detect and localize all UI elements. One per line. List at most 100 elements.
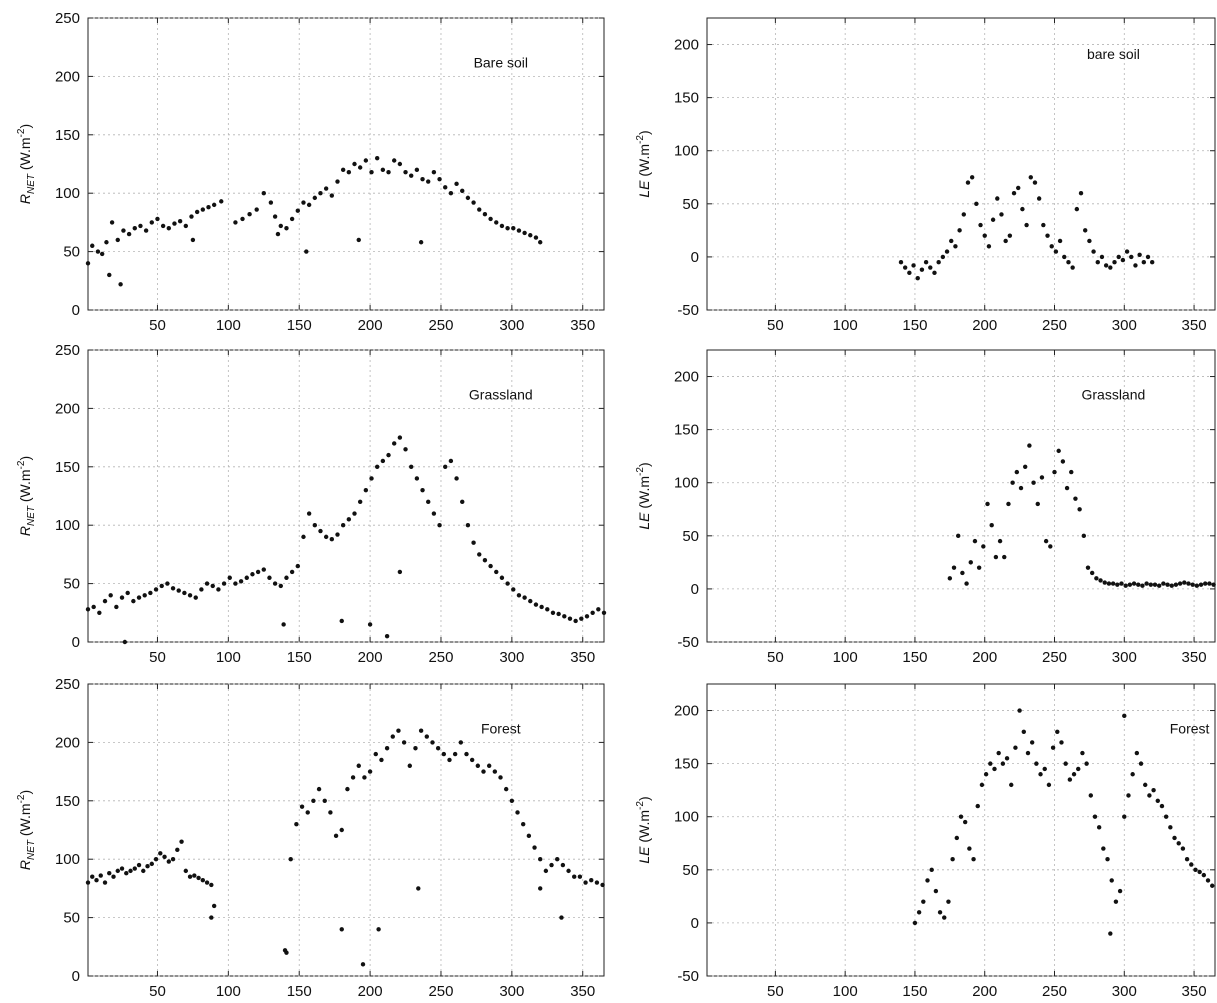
y-tick-label: 0 <box>72 634 80 651</box>
data-point <box>1013 745 1018 750</box>
data-point <box>520 821 526 827</box>
data-point <box>284 575 289 580</box>
y-tick-label: 100 <box>674 143 699 160</box>
data-point <box>312 195 318 201</box>
x-tick-label: 150 <box>287 983 312 1000</box>
data-point <box>420 176 425 182</box>
data-point <box>1169 583 1174 588</box>
data-point <box>1101 846 1106 851</box>
data-point <box>1112 260 1117 265</box>
data-point <box>1057 238 1063 244</box>
data-point <box>503 786 509 792</box>
data-point <box>97 610 102 615</box>
data-point <box>925 878 930 883</box>
data-point <box>505 226 510 231</box>
x-tick-label: 250 <box>1042 983 1067 1000</box>
y-axis-label: RNET (W.m-2) <box>16 456 37 536</box>
data-point <box>1067 777 1073 782</box>
data-point <box>346 169 352 175</box>
data-point <box>85 880 91 885</box>
data-point <box>247 212 252 217</box>
data-point <box>550 610 556 615</box>
data-point <box>1006 501 1011 507</box>
data-point <box>1039 475 1045 480</box>
data-point <box>594 880 600 885</box>
data-point <box>1149 260 1155 265</box>
panel-annotation: bare soil <box>1087 46 1140 62</box>
x-tick-label: 150 <box>902 317 927 334</box>
data-point <box>481 769 486 774</box>
data-point <box>443 185 448 190</box>
data-point <box>1032 180 1038 185</box>
data-point <box>1089 570 1095 576</box>
data-point <box>340 167 346 173</box>
data-point <box>431 169 437 175</box>
y-tick-label: 0 <box>72 302 80 319</box>
data-point <box>1017 708 1022 713</box>
data-point <box>149 861 154 867</box>
plot-frame <box>706 683 1216 977</box>
data-point <box>953 244 958 249</box>
data-point <box>328 810 333 815</box>
data-point <box>409 173 414 178</box>
data-point <box>278 583 283 589</box>
data-point <box>413 746 418 751</box>
y-tick-label: 200 <box>55 734 80 751</box>
data-point <box>452 751 458 757</box>
x-tick-label: 200 <box>972 317 997 334</box>
data-point <box>424 734 430 739</box>
data-point <box>142 593 147 598</box>
data-point <box>983 772 989 777</box>
data-point <box>469 757 475 763</box>
data-point <box>1173 582 1179 587</box>
y-tick-label: -50 <box>677 634 699 651</box>
data-point <box>978 222 983 228</box>
data-point <box>170 586 176 591</box>
data-point <box>1145 254 1151 260</box>
data-point <box>312 523 318 528</box>
data-point <box>566 868 571 874</box>
data-point <box>311 798 316 803</box>
data-point <box>464 751 469 757</box>
data-point <box>109 220 115 225</box>
data-point <box>1211 582 1216 587</box>
data-point <box>982 233 987 238</box>
data-point <box>216 587 221 592</box>
data-point <box>115 868 120 874</box>
data-point <box>1025 750 1031 756</box>
data-point <box>1050 745 1056 750</box>
data-point <box>380 167 386 173</box>
data-point <box>1055 729 1060 734</box>
data-point <box>200 878 206 883</box>
data-point <box>1098 578 1103 583</box>
data-point <box>177 219 183 224</box>
y-tick-label: 150 <box>55 459 80 476</box>
x-tick-label: 50 <box>767 317 784 334</box>
data-point <box>267 575 272 580</box>
data-point <box>299 804 305 809</box>
y-tick-label: 50 <box>63 244 80 261</box>
data-point <box>465 523 471 528</box>
data-point <box>329 193 335 198</box>
x-tick-label: 150 <box>902 983 927 1000</box>
data-point <box>482 212 488 217</box>
data-point <box>911 263 916 268</box>
data-point <box>1062 254 1067 260</box>
data-point <box>1103 263 1109 268</box>
data-point <box>494 569 499 575</box>
data-point <box>921 899 926 904</box>
data-point <box>471 540 476 545</box>
data-point <box>194 209 200 215</box>
data-point <box>985 501 990 507</box>
data-point <box>193 595 198 600</box>
data-point <box>374 464 380 469</box>
data-point <box>976 565 982 570</box>
data-point <box>974 201 979 207</box>
x-tick-label: 150 <box>287 649 312 666</box>
data-point <box>949 238 954 244</box>
data-point <box>958 814 964 819</box>
data-point <box>275 231 281 237</box>
data-point <box>1064 485 1070 491</box>
data-point <box>435 746 441 751</box>
data-point <box>999 212 1004 217</box>
